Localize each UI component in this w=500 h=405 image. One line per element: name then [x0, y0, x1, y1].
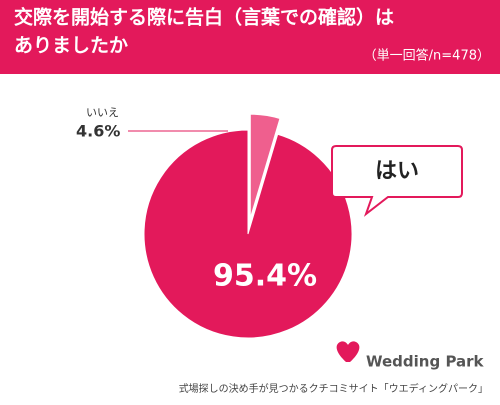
value-label: 95.4%: [213, 259, 317, 294]
header-band: [0, 0, 500, 74]
brand: Wedding Park: [366, 353, 485, 371]
value-label: 4.6%: [76, 122, 120, 141]
title-line: 交際を開始する際に告白（言葉での確認）は: [14, 6, 394, 29]
pie-slice: [249, 113, 281, 219]
logo-heart: [336, 341, 360, 362]
tagline: 式場探しの決め手が見つかるクチコミサイト「ウエディングパーク」: [179, 382, 488, 395]
speech-bubble: [331, 145, 463, 217]
pie-slice: [143, 129, 353, 339]
pie: [143, 113, 353, 339]
category-label: いいえ: [86, 106, 119, 119]
subtitle: （単一回答/n=478）: [364, 48, 490, 64]
category-label: はい: [375, 159, 419, 184]
title-line: ありましたか: [14, 35, 128, 57]
